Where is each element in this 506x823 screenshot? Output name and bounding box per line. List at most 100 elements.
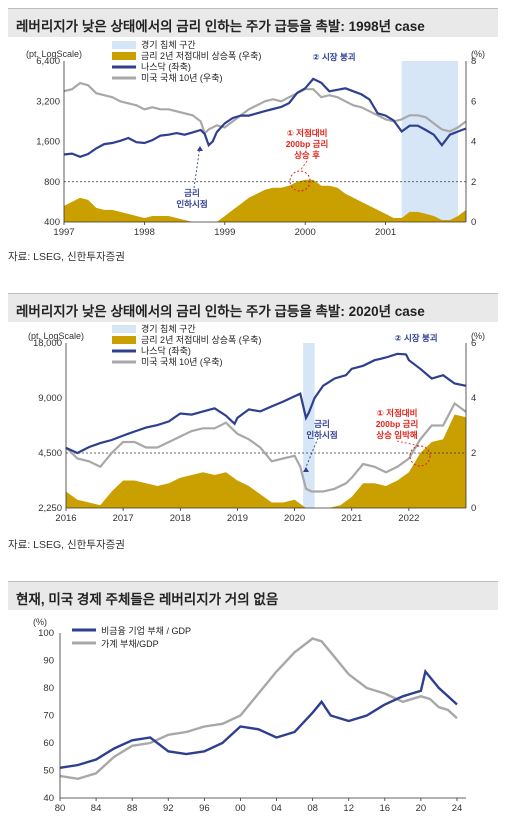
annotation-rate-cut-line-1: 인하시점 [176, 199, 207, 209]
right-tick-label: 2 [471, 448, 476, 459]
left-tick-label: 2,250 [38, 503, 62, 514]
x-tick-label: 00 [235, 803, 246, 814]
annotation-circle [289, 170, 311, 192]
right-tick-label: 2 [471, 177, 476, 188]
x-tick-label: 88 [127, 803, 138, 814]
x-tick-label: 92 [163, 803, 174, 814]
left-unit-label: (pt, LogScale) [26, 49, 82, 59]
household-debt-line [59, 637, 458, 781]
nonfinancial-corporate-debt-line [59, 668, 458, 769]
legend-swatch [112, 41, 136, 49]
y-unit-label: (%) [33, 617, 47, 627]
x-tick-label: 2020 [284, 513, 305, 524]
annotation-rate-rise-line-1: 200bp 금리 [286, 139, 329, 149]
recession-band [303, 343, 315, 508]
x-tick-label: 2019 [227, 513, 248, 524]
legend-label: 금리 2년 저점대비 상승폭 (우축) [141, 334, 261, 345]
annotation-arrow-head [197, 146, 203, 151]
annotation-rate-rise-line-2: 상승 임박해 [376, 430, 418, 440]
x-tick-label: 08 [307, 803, 318, 814]
legend-label: 금리 2년 저점대비 상승폭 (우축) [141, 50, 261, 61]
left-tick-label: 9,000 [38, 393, 62, 404]
x-tick-label: 96 [199, 803, 210, 814]
x-tick-label: 04 [271, 803, 282, 814]
legend-swatch [112, 325, 136, 333]
legend-label: 경기 침체 구간 [141, 323, 196, 334]
x-tick-label: 2022 [398, 513, 419, 524]
x-tick-label: 2017 [113, 513, 134, 524]
x-tick-label: 1997 [53, 227, 74, 238]
y-tick-label: 40 [43, 793, 54, 804]
right-tick-label: 0 [471, 217, 476, 228]
panel1-title-bar: 레버리지가 낮은 상태에서의 금리 인하는 주가 급등을 촉발: 1998년 c… [8, 8, 498, 37]
panel2-title: 레버리지가 낮은 상태에서의 금리 인하는 주가 급등을 촉발: 2020년 c… [16, 304, 425, 319]
right-tick-label: 6 [471, 96, 476, 107]
left-tick-label: 800 [44, 177, 60, 188]
panel3-title: 현재, 미국 경제 주체들은 레버리지가 거의 없음 [16, 592, 279, 607]
right-unit-label: (%) [471, 49, 485, 59]
panel1-title: 레버리지가 낮은 상태에서의 금리 인하는 주가 급등을 촉발: 1998년 c… [16, 19, 425, 34]
x-tick-label: 2021 [341, 513, 362, 524]
right-tick-label: 4 [471, 393, 476, 404]
panel1-source: 자료: LSEG, 신한투자증권 [8, 251, 125, 263]
legend-label: 가계 부채/GDP [101, 638, 159, 649]
y-tick-label: 100 [38, 628, 54, 639]
left-unit-label: (pt, LogScale) [28, 331, 84, 341]
x-tick-label: 20 [416, 803, 427, 814]
recession-band [401, 61, 458, 222]
panel2-title-bar: 레버리지가 낮은 상태에서의 금리 인하는 주가 급등을 촉발: 2020년 c… [8, 293, 498, 322]
x-tick-label: 2016 [55, 513, 76, 524]
annotation-arrow-line [305, 437, 319, 468]
legend-label: 미국 국채 10년 (우축) [141, 357, 222, 367]
left-tick-label: 3,200 [36, 96, 60, 107]
annotation-rate-cut-line-0: 금리 [184, 188, 200, 198]
rate-spread-area [66, 414, 466, 508]
y-tick-label: 80 [43, 683, 54, 694]
annotation-connector [299, 160, 308, 172]
annotation-market-crash: ② 시장 붕괴 [394, 333, 437, 343]
annotation-rate-rise-line-0: ① 저점대비 [287, 128, 328, 138]
left-tick-label: 1,600 [36, 137, 60, 148]
treasury-10y-line [65, 401, 467, 493]
x-tick-label: 1999 [214, 227, 235, 238]
x-tick-label: 12 [343, 803, 354, 814]
x-tick-label: 16 [380, 803, 391, 814]
annotation-rate-cut-line-1: 인하시점 [306, 430, 337, 440]
x-tick-label: 2018 [170, 513, 191, 524]
nasdaq-line [65, 352, 467, 455]
x-tick-label: 2000 [295, 227, 316, 238]
rate-spread-area [64, 179, 466, 222]
annotation-rate-rise-line-0: ① 저점대비 [377, 408, 418, 418]
y-tick-label: 50 [43, 766, 54, 777]
chart-1: 6,400 3,200 1,600 800 400 8 6 4 2 0 1997 1998 1999 20… [26, 39, 485, 238]
x-tick-label: 24 [452, 803, 463, 814]
y-tick-label: 70 [43, 711, 54, 722]
legend-label: 비금융 기업 부채 / GDP [101, 626, 191, 636]
legend-label: 나스닥 (좌축) [141, 62, 191, 72]
legend-label: 미국 국채 10년 (우축) [141, 73, 222, 83]
legend-label: 나스닥 (좌축) [141, 346, 191, 356]
annotation-rate-cut-line-0: 금리 [314, 419, 330, 429]
y-tick-label: 90 [43, 656, 54, 667]
right-tick-label: 4 [471, 137, 476, 148]
panel3-title-bar: 현재, 미국 경제 주체들은 레버리지가 거의 없음 [8, 581, 498, 610]
legend-swatch [112, 336, 136, 344]
panel2-source: 자료: LSEG, 신한투자증권 [8, 539, 125, 551]
left-tick-label: 400 [44, 217, 60, 228]
nasdaq-line [63, 77, 467, 158]
x-tick-label: 2001 [375, 227, 396, 238]
annotation-market-crash: ② 시장 붕괴 [312, 52, 355, 62]
left-tick-label: 6,400 [36, 56, 60, 67]
chart-2: 18,000 9,000 4,500 2,250 6 4 2 0 2016 2017 2018 201… [28, 323, 485, 524]
right-tick-label: 6 [471, 338, 476, 349]
annotation-arrow-head [303, 467, 309, 472]
x-tick-label: 84 [91, 803, 102, 814]
left-tick-label: 4,500 [38, 448, 62, 459]
annotation-arrow-line [193, 145, 201, 189]
x-tick-label: 80 [55, 803, 66, 814]
right-tick-label: 0 [471, 503, 476, 514]
legend-swatch [112, 52, 136, 60]
annotation-rate-rise-line-1: 200bp 금리 [376, 419, 419, 429]
annotation-rate-rise-line-2: 상승 후 [294, 150, 320, 160]
